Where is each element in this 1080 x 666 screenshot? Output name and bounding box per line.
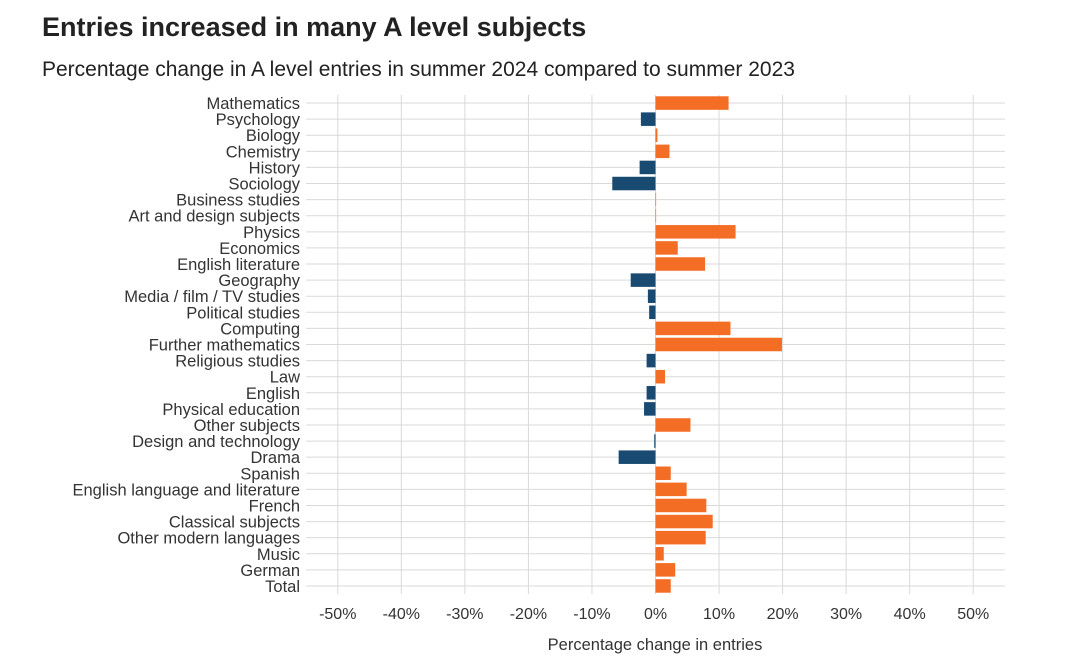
category-label: English language and literature (73, 481, 301, 499)
bar-economics (655, 241, 678, 255)
category-labels: MathematicsPsychologyBiologyChemistryHis… (73, 95, 301, 596)
x-tick-label: 30% (830, 606, 862, 623)
bar-other-modern-languages (655, 530, 706, 545)
category-label: Classical subjects (169, 514, 300, 532)
category-label: English (246, 385, 300, 403)
x-tick-label: 20% (767, 606, 799, 623)
x-tick-label: 50% (957, 606, 989, 623)
category-label: Drama (250, 449, 300, 467)
category-label: Chemistry (226, 143, 301, 161)
bar-french (655, 498, 707, 513)
category-label: Political studies (186, 304, 300, 322)
x-tick-label: -30% (446, 606, 483, 623)
bar-business-studies (655, 192, 657, 207)
bar-music (655, 546, 664, 561)
bar-english-literature (655, 257, 706, 271)
chart-title: Entries increased in many A level subjec… (42, 12, 587, 42)
category-label: Biology (246, 127, 301, 145)
bar-religious-studies (646, 353, 656, 368)
category-label: Physics (243, 224, 300, 242)
x-tick-label: -40% (383, 606, 420, 623)
bar-media-film-tv-studies (647, 289, 656, 303)
bar-design-and-technology (654, 434, 656, 448)
x-tick-label: 0% (644, 606, 667, 623)
bar-chemistry (655, 144, 670, 159)
category-label: French (249, 497, 300, 515)
x-tick-label: -50% (319, 606, 356, 623)
category-label: History (249, 159, 301, 177)
category-label: Law (270, 369, 300, 387)
x-axis-title: Percentage change in entries (548, 636, 763, 654)
x-tick-label: -20% (510, 606, 547, 623)
category-label: Other subjects (194, 417, 300, 435)
bar-political-studies (649, 305, 656, 320)
bar-law (655, 369, 666, 384)
x-tick-label: 10% (703, 606, 735, 623)
x-tick-label: -10% (573, 606, 610, 623)
bar-psychology (640, 112, 656, 126)
category-label: Spanish (240, 465, 300, 483)
bar-english (646, 386, 656, 400)
category-label: Economics (219, 240, 300, 258)
bar-physics (655, 225, 736, 239)
bar-english-language-and-literature (655, 482, 687, 497)
category-label: Further mathematics (149, 337, 300, 355)
bar-history (639, 160, 656, 175)
category-label: Other modern languages (117, 530, 300, 548)
category-label: Media / film / TV studies (124, 288, 300, 306)
bar-other-subjects (655, 418, 691, 432)
bar-drama (618, 450, 656, 464)
category-label: Design and technology (132, 433, 301, 451)
category-label: Computing (220, 320, 300, 338)
bar-mathematics (655, 96, 729, 110)
bar-classical-subjects (655, 514, 713, 529)
chart-subtitle: Percentage change in A level entries in … (42, 58, 795, 81)
bar-further-mathematics (655, 337, 782, 352)
bar-spanish (655, 466, 671, 481)
category-label: Art and design subjects (128, 208, 300, 226)
category-label: Religious studies (175, 353, 300, 371)
category-label: Mathematics (206, 95, 300, 113)
bar-biology (655, 128, 658, 143)
bar-computing (655, 321, 731, 336)
bar-geography (630, 273, 656, 287)
category-label: Psychology (216, 111, 301, 129)
bar-total (655, 579, 671, 593)
category-label: German (240, 562, 300, 580)
bar-physical-education (644, 402, 656, 416)
category-label: English literature (177, 256, 300, 274)
category-label: Physical education (162, 401, 300, 419)
bar-art-and-design-subjects (655, 208, 657, 223)
category-label: Geography (218, 272, 300, 290)
bar-sociology (612, 176, 656, 191)
category-label: Business studies (176, 192, 300, 210)
x-tick-label: 40% (894, 606, 926, 623)
bars (612, 96, 782, 593)
bar-german (655, 563, 676, 577)
category-label: Music (257, 546, 300, 564)
category-label: Total (265, 578, 300, 596)
category-label: Sociology (228, 176, 300, 194)
x-tick-labels: -50% -40% -30% -20% -10% 0% 10% 20% 30% 40% 50% (319, 606, 989, 623)
